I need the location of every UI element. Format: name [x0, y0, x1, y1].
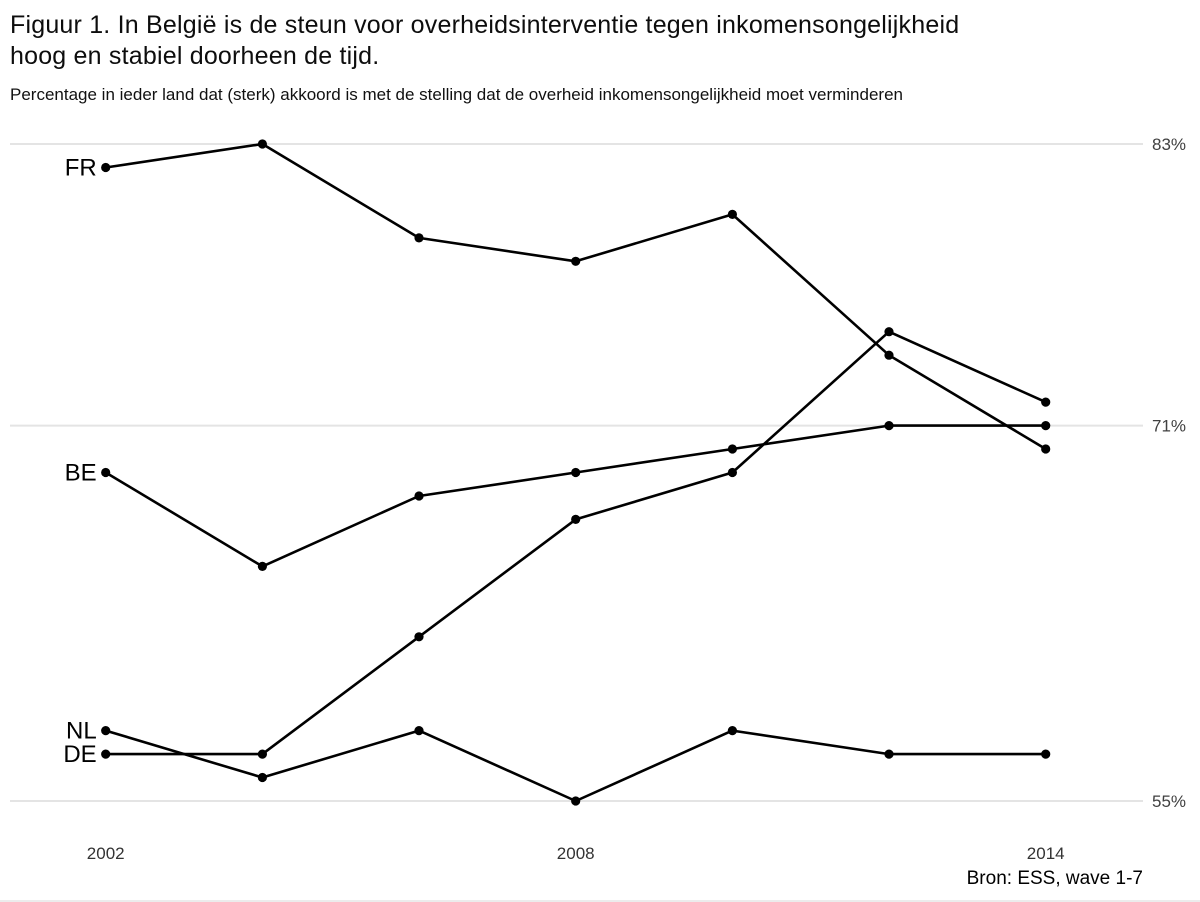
- y-axis-tick-label: 71%: [1152, 417, 1186, 436]
- data-point-BE-2002: [101, 467, 111, 478]
- page-title-line-2: hoog en stabiel doorheen de tijd.: [10, 42, 380, 70]
- chart-subtitle: Percentage in ieder land dat (sterk) akk…: [10, 85, 903, 104]
- y-axis-tick-label: 83%: [1152, 135, 1186, 154]
- data-point-FR-2002: [101, 162, 111, 173]
- data-point-BE-2008: [571, 467, 581, 478]
- data-point-NL-2004: [257, 772, 267, 783]
- data-point-FR-2010: [727, 209, 738, 219]
- data-point-NL-2012: [884, 749, 894, 759]
- page-title-line-1: Figuur 1. In België is de steun voor ove…: [10, 11, 960, 39]
- data-point-NL-2008: [571, 796, 581, 806]
- data-point-FR-2006: [414, 233, 424, 243]
- data-point-NL-2006: [414, 726, 424, 736]
- x-axis-tick-label: 2008: [557, 844, 595, 863]
- series-line-NL: [104, 729, 1047, 803]
- data-point-BE-2014: [1041, 421, 1051, 431]
- series-label-FR: FR: [65, 155, 97, 182]
- data-point-FR-2012: [884, 350, 894, 360]
- data-point-DE-2012: [884, 327, 894, 337]
- data-point-DE-2010: [727, 467, 738, 478]
- series-label-NL: NL: [66, 718, 97, 745]
- x-axis-tick-label: 2014: [1027, 844, 1065, 863]
- series-label-DE: DE: [63, 741, 96, 768]
- data-point-FR-2008: [571, 256, 581, 266]
- data-point-NL-2002: [101, 726, 111, 736]
- data-point-DE-2002: [101, 749, 111, 759]
- source-note: Bron: ESS, wave 1-7: [967, 868, 1143, 889]
- data-point-BE-2012: [884, 421, 894, 431]
- series-line-FR: [104, 142, 1047, 451]
- data-point-BE-2004: [257, 561, 267, 572]
- data-point-NL-2014: [1041, 749, 1051, 759]
- data-point-DE-2008: [571, 514, 581, 525]
- x-axis-tick-label: 2002: [87, 844, 125, 863]
- data-point-FR-2014: [1041, 444, 1051, 454]
- data-point-DE-2006: [414, 632, 424, 642]
- data-point-NL-2010: [727, 726, 738, 736]
- data-point-DE-2004: [257, 749, 267, 759]
- figure-header: Figuur 1. In België is de steun voor ove…: [10, 10, 1190, 105]
- series-label-BE: BE: [65, 460, 97, 487]
- data-point-BE-2010: [727, 444, 738, 454]
- y-axis-tick-label: 55%: [1152, 792, 1186, 811]
- data-point-FR-2004: [257, 139, 267, 149]
- series-line-BE: [104, 424, 1047, 568]
- data-point-DE-2014: [1041, 397, 1051, 407]
- data-point-BE-2006: [414, 491, 424, 501]
- series-line-DE: [104, 330, 1047, 756]
